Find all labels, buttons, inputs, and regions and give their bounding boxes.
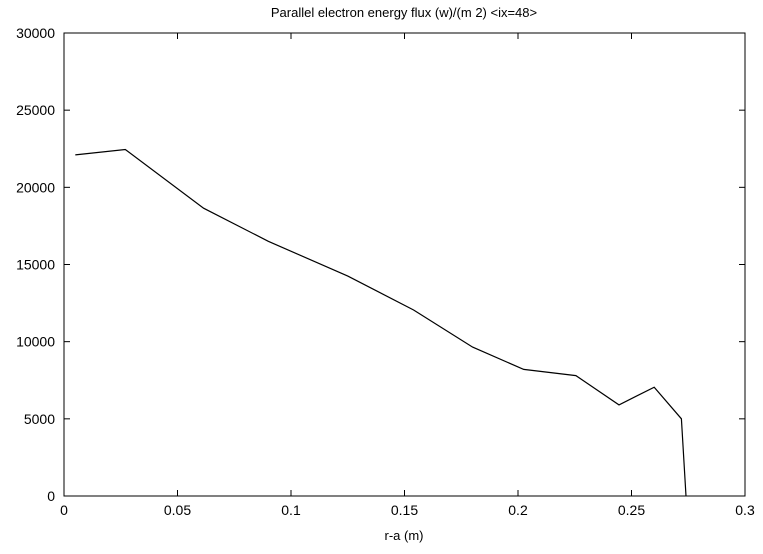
y-tick-label: 30000 [16, 25, 55, 41]
x-tick-label: 0 [60, 502, 68, 518]
x-tick-label: 0.1 [281, 502, 301, 518]
data-points [75, 150, 686, 496]
x-tick-label: 0.15 [391, 502, 418, 518]
y-tick-label: 10000 [16, 334, 55, 350]
y-tick-label: 0 [47, 488, 55, 504]
x-tick-label: 0.25 [618, 502, 645, 518]
y-tick-label: 5000 [24, 411, 55, 427]
x-tick-label: 0.2 [508, 502, 528, 518]
x-axis-label: r-a (m) [385, 528, 424, 543]
y-tick-label: 15000 [16, 257, 55, 273]
y-axis: 0 5000 10000 15000 20000 25000 30000 [16, 25, 745, 504]
x-tick-label: 0.05 [164, 502, 191, 518]
x-tick-label: 0.3 [735, 502, 755, 518]
x-axis: 0 0.05 0.1 0.15 0.2 0.25 0.3 [60, 33, 755, 518]
plot-frame [64, 33, 745, 496]
data-line [75, 150, 686, 497]
y-tick-label: 20000 [16, 179, 55, 195]
y-tick-label: 25000 [16, 102, 55, 118]
chart-title: Parallel electron energy flux (w)/(m 2) … [271, 5, 537, 20]
